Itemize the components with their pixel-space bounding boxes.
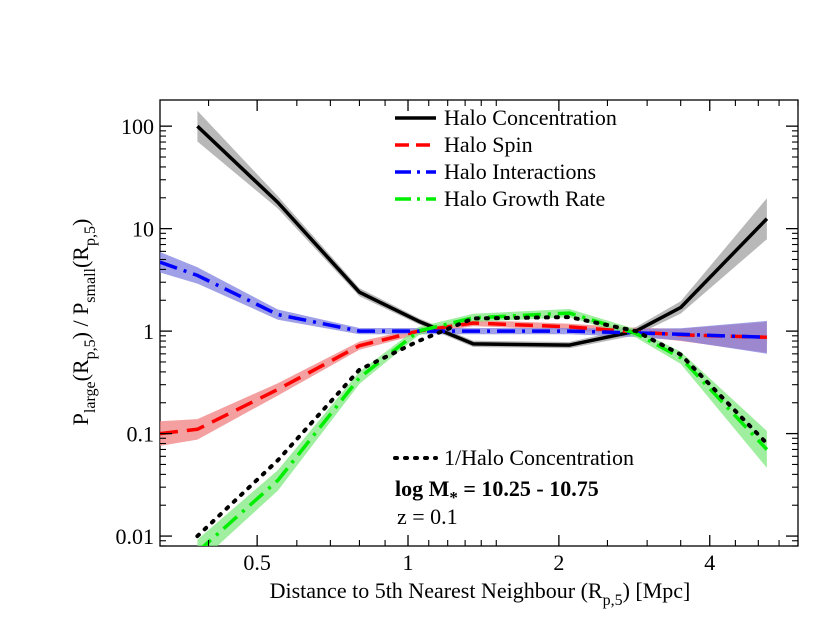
ylabel-p4: (R (68, 246, 93, 268)
y-tick-label-4: 100 (121, 114, 154, 139)
error-band-3 (197, 309, 767, 546)
error-bands (160, 110, 767, 546)
x-tick-label-1: 1 (403, 550, 414, 575)
series-lines (160, 124, 769, 546)
ylabel-p2: (R (68, 359, 93, 381)
xlabel-sub: p,5 (603, 592, 623, 609)
error-band-2 (160, 252, 767, 354)
mass-label-a: log M (395, 476, 450, 501)
ylabel-s2: p,5 (82, 339, 99, 359)
x-tick-label-0: 0.5 (243, 550, 271, 575)
ylabel-p1: P (68, 413, 93, 425)
y-tick-label-0: 0.01 (116, 524, 155, 549)
x-tick-label-2: 2 (553, 550, 564, 575)
inv-concentration-annotation: 1/Halo Concentration (393, 445, 634, 470)
ylabel-s4: p,5 (82, 226, 99, 246)
xlabel-main: Distance to 5th Nearest Neighbour (R (270, 578, 603, 603)
series-line-1 (160, 321, 767, 436)
stellar-mass-label: log M* = 10.25 - 10.75 (395, 476, 599, 507)
mass-label-sub: * (449, 488, 458, 507)
legend-label-2: Halo Interactions (444, 159, 596, 184)
series-line-2 (160, 260, 767, 340)
ylabel-s1: large (82, 381, 99, 413)
legend-label-1: Halo Spin (444, 132, 533, 157)
ylabel-p5: ) (68, 219, 93, 226)
series-line-4 (195, 315, 769, 539)
x-axis-label: Distance to 5th Nearest Neighbour (Rp,5)… (270, 578, 691, 609)
axis-ticks: 0.5 1 2 4 0.01 0.1 1 10 100 (116, 100, 799, 575)
legend-label-3: Halo Growth Rate (444, 186, 605, 211)
y-axis-label: Plarge(Rp,5) / Psmall(Rp,5) (68, 219, 99, 426)
xlabel-end: ) [Mpc] (623, 578, 691, 603)
ylabel-s3: small (82, 267, 99, 302)
series-line-0 (196, 124, 769, 347)
inv-concentration-label: 1/Halo Concentration (444, 445, 634, 470)
x-tick-label-3: 4 (704, 550, 715, 575)
ylabel-p3: ) / P (68, 303, 93, 340)
y-tick-label-2: 1 (143, 319, 154, 344)
mass-label-b: = 10.25 - 10.75 (458, 476, 599, 501)
redshift-label: z = 0.1 (397, 504, 458, 529)
y-tick-label-1: 0.1 (127, 422, 155, 447)
series-line-3 (201, 311, 769, 546)
plot-frame (159, 99, 799, 547)
y-tick-label-3: 10 (132, 217, 154, 242)
legend-label-0: Halo Concentration (444, 105, 617, 130)
